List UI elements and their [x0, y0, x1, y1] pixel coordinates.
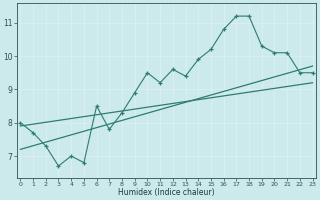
X-axis label: Humidex (Indice chaleur): Humidex (Indice chaleur): [118, 188, 215, 197]
